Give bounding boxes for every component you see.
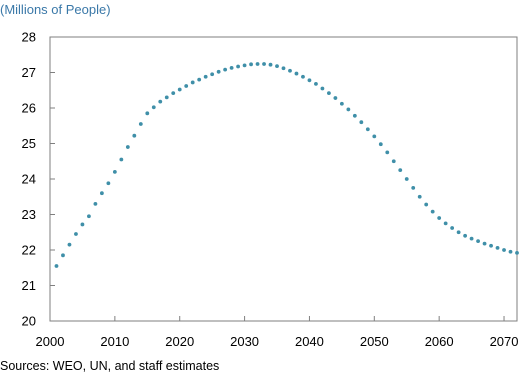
data-point [255, 62, 260, 66]
data-point [210, 72, 215, 77]
data-point [301, 74, 305, 79]
data-point [61, 253, 65, 258]
y-tick-label: 22 [22, 243, 36, 258]
data-point [171, 91, 176, 95]
y-tick-label: 25 [22, 136, 36, 151]
data-point [132, 133, 137, 138]
y-tick-label: 26 [22, 101, 36, 116]
source-note: Sources: WEO, UN, and staff estimates [0, 359, 219, 373]
data-point [275, 64, 279, 69]
data-point [391, 159, 396, 164]
x-tick-label: 2050 [360, 334, 389, 349]
data-point [352, 113, 357, 118]
data-point [197, 77, 202, 82]
data-point [203, 74, 208, 79]
data-point [249, 62, 253, 67]
data-point [223, 67, 228, 72]
data-point [417, 194, 422, 199]
data-point [294, 71, 299, 76]
data-point [320, 86, 325, 91]
data-point [164, 95, 169, 100]
x-tick-label: 2030 [230, 334, 259, 349]
y-tick-label: 20 [22, 314, 36, 329]
data-point [515, 250, 519, 255]
data-point [125, 145, 130, 149]
data-point [398, 168, 403, 173]
data-point [482, 241, 487, 246]
data-point [314, 81, 318, 86]
data-point [437, 216, 442, 220]
data-point [236, 64, 240, 69]
data-point [476, 239, 480, 244]
data-point [190, 80, 195, 85]
data-points [54, 62, 519, 268]
x-tick-label: 2070 [490, 334, 519, 349]
data-point [93, 201, 98, 206]
data-point [495, 245, 500, 250]
x-axis-ticks: 2000 2010 2020 2030 2040 2050 2060 2070 [36, 316, 519, 349]
data-point [184, 84, 189, 88]
x-tick-label: 2060 [425, 334, 454, 349]
data-point [145, 111, 150, 116]
data-point [288, 68, 292, 73]
data-point [281, 66, 286, 71]
data-point [359, 120, 364, 125]
data-point [424, 202, 429, 207]
data-point [54, 264, 59, 268]
data-point [119, 157, 124, 162]
y-tick-label: 21 [22, 278, 36, 293]
data-point [508, 249, 513, 254]
data-point [158, 99, 163, 104]
x-tick-label: 2020 [165, 334, 194, 349]
data-point [385, 150, 390, 155]
data-point [463, 233, 468, 238]
data-point [450, 226, 455, 230]
data-point [372, 134, 377, 139]
y-tick-label: 23 [22, 207, 36, 222]
data-point [262, 62, 266, 66]
data-point [404, 177, 409, 181]
data-point [74, 232, 78, 236]
data-point [229, 65, 234, 70]
data-point [333, 96, 338, 100]
data-point [112, 170, 117, 174]
data-point [365, 127, 370, 132]
data-point [80, 222, 85, 227]
y-axis-ticks: 20 21 22 23 24 25 26 27 28 [22, 30, 55, 329]
unit-label: (Millions of People) [0, 2, 111, 17]
data-point [443, 221, 448, 226]
y-tick-label: 27 [22, 65, 36, 80]
data-point [268, 62, 273, 67]
data-point [242, 63, 247, 68]
data-point [411, 185, 416, 190]
data-point [216, 69, 221, 74]
plot-frame [49, 36, 518, 322]
data-point [489, 243, 493, 248]
data-point [151, 105, 156, 110]
x-tick-label: 2010 [100, 334, 129, 349]
data-point [502, 248, 506, 252]
x-tick-label: 2040 [295, 334, 324, 349]
y-tick-label: 28 [22, 30, 36, 45]
x-tick-label: 2000 [36, 334, 65, 349]
data-point [99, 191, 104, 196]
data-point [87, 214, 91, 219]
data-point [378, 142, 383, 147]
data-point [346, 107, 351, 112]
data-point [456, 230, 461, 235]
data-point [307, 78, 312, 83]
data-point [67, 242, 72, 247]
data-point [339, 101, 344, 106]
data-point [430, 209, 435, 214]
data-point [138, 122, 143, 126]
y-tick-label: 24 [22, 172, 36, 187]
data-point [106, 181, 111, 186]
data-point [327, 91, 331, 95]
data-point [469, 236, 474, 241]
data-point [177, 87, 182, 92]
